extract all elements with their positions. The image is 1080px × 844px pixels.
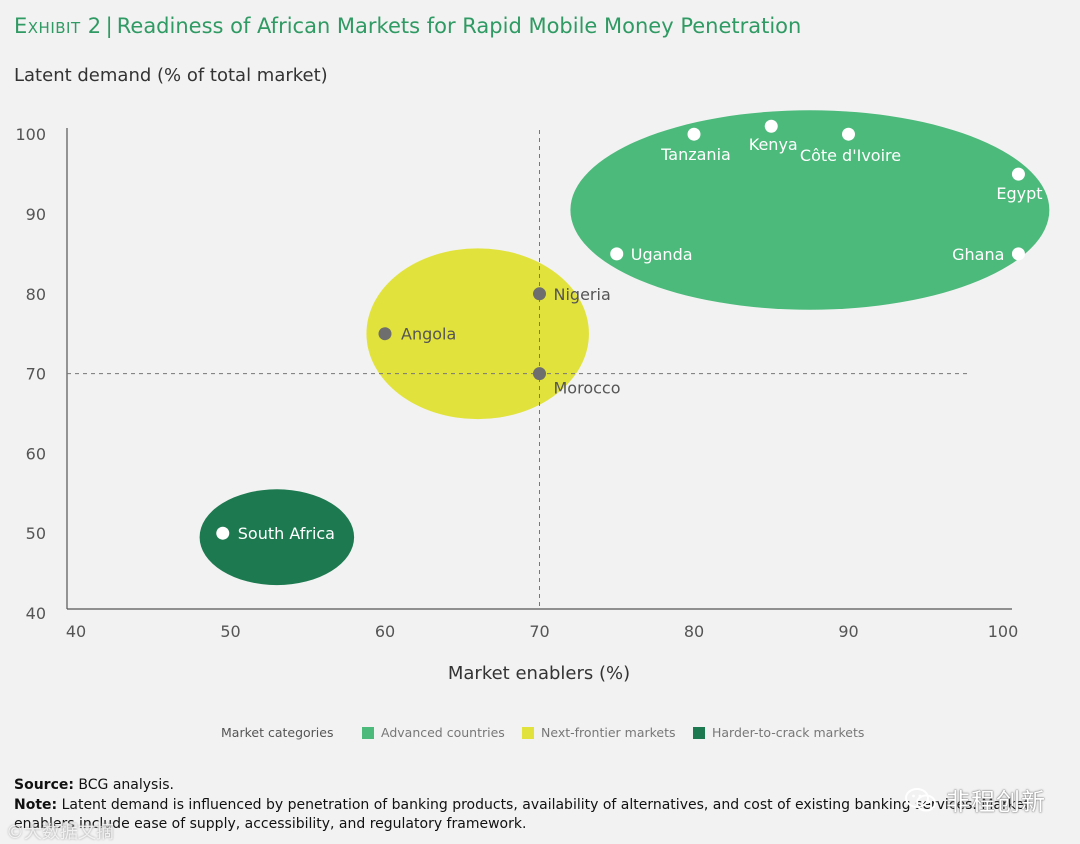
x-tick-label: 50: [220, 622, 240, 641]
region-ellipse-next-frontier-markets: [366, 248, 589, 420]
y-axis-title: Latent demand (% of total market): [14, 65, 328, 86]
x-tick-label: 40: [66, 622, 86, 641]
point-label-c-te-d-ivoire: Côte d'Ivoire: [800, 146, 901, 165]
note-label: Note:: [14, 796, 58, 813]
point-label-angola: Angola: [401, 325, 456, 344]
point-c-te-d-ivoire: [842, 127, 855, 141]
point-kenya: [764, 119, 778, 133]
wechat-icon: [905, 787, 936, 811]
point-morocco: [533, 367, 546, 381]
point-ghana: [1011, 247, 1025, 261]
point-nigeria: [533, 287, 546, 301]
exhibit-title: Exhibit 2 | Readiness of African Markets f…: [14, 14, 801, 38]
title-separator: |: [105, 14, 113, 38]
point-label-nigeria: Nigeria: [554, 285, 611, 304]
point-label-south-africa: South Africa: [238, 524, 335, 543]
y-tick-label: 80: [26, 285, 46, 304]
legend-swatch-harder-to-crack-markets: [693, 727, 705, 739]
x-tick-label: 90: [838, 622, 858, 641]
y-tick-label: 100: [15, 125, 46, 144]
y-tick-label: 70: [26, 365, 46, 384]
point-label-ghana: Ghana: [952, 245, 1004, 264]
source-label: Source:: [14, 777, 74, 793]
note-text: Latent demand is influenced by penetrati…: [14, 796, 1030, 833]
x-axis-title: Market enablers (%): [448, 663, 630, 684]
x-tick-label: 80: [684, 622, 704, 641]
legend-label-harder-to-crack-markets: Harder-to-crack markets: [712, 725, 864, 740]
chart-title: Readiness of African Markets for Rapid M…: [116, 14, 802, 38]
x-tick-label: 70: [529, 622, 549, 641]
region-ellipse-advanced-countries: [570, 110, 1050, 310]
x-tick-label: 100: [988, 622, 1019, 641]
legend-swatch-next-frontier-markets: [522, 727, 534, 739]
region-ellipse-harder-to-crack-markets: [199, 489, 355, 586]
point-tanzania: [687, 127, 701, 141]
source-line: Source: BCG analysis.: [14, 776, 1064, 796]
point-south-africa: [216, 526, 230, 540]
note-line: Note: Latent demand is influenced by pen…: [14, 796, 1064, 835]
source-text: BCG analysis.: [78, 777, 174, 793]
y-tick-label: 40: [26, 604, 46, 623]
point-angola: [378, 327, 392, 341]
legend-title: Market categories: [221, 725, 333, 740]
point-label-uganda: Uganda: [631, 245, 693, 264]
watermark-right-text: 非程创新: [946, 788, 1046, 816]
point-uganda: [610, 247, 624, 261]
y-tick-label: 50: [26, 524, 46, 543]
footer: Source: BCG analysis. Note: Latent deman…: [14, 776, 1064, 835]
exhibit-label: Exhibit 2: [14, 14, 102, 38]
watermark-left: ©大数据文摘: [6, 822, 114, 843]
y-tick-label: 60: [26, 444, 46, 463]
point-label-morocco: Morocco: [554, 379, 621, 398]
y-tick-label: 90: [26, 205, 46, 224]
watermark-right: 非程创新: [904, 782, 1046, 817]
point-label-egypt: Egypt: [996, 184, 1042, 203]
x-tick-label: 60: [375, 622, 395, 641]
point-egypt: [1011, 167, 1025, 181]
legend-label-advanced-countries: Advanced countries: [381, 725, 505, 740]
point-label-tanzania: Tanzania: [660, 145, 731, 164]
legend-swatch-advanced-countries: [362, 727, 374, 739]
point-label-kenya: Kenya: [749, 135, 798, 154]
legend-label-next-frontier-markets: Next-frontier markets: [541, 725, 676, 740]
chart-canvas: 40 50 60 70 80 90 100 40 50 60 70 80 90 100 Market ena…: [15, 110, 1050, 740]
